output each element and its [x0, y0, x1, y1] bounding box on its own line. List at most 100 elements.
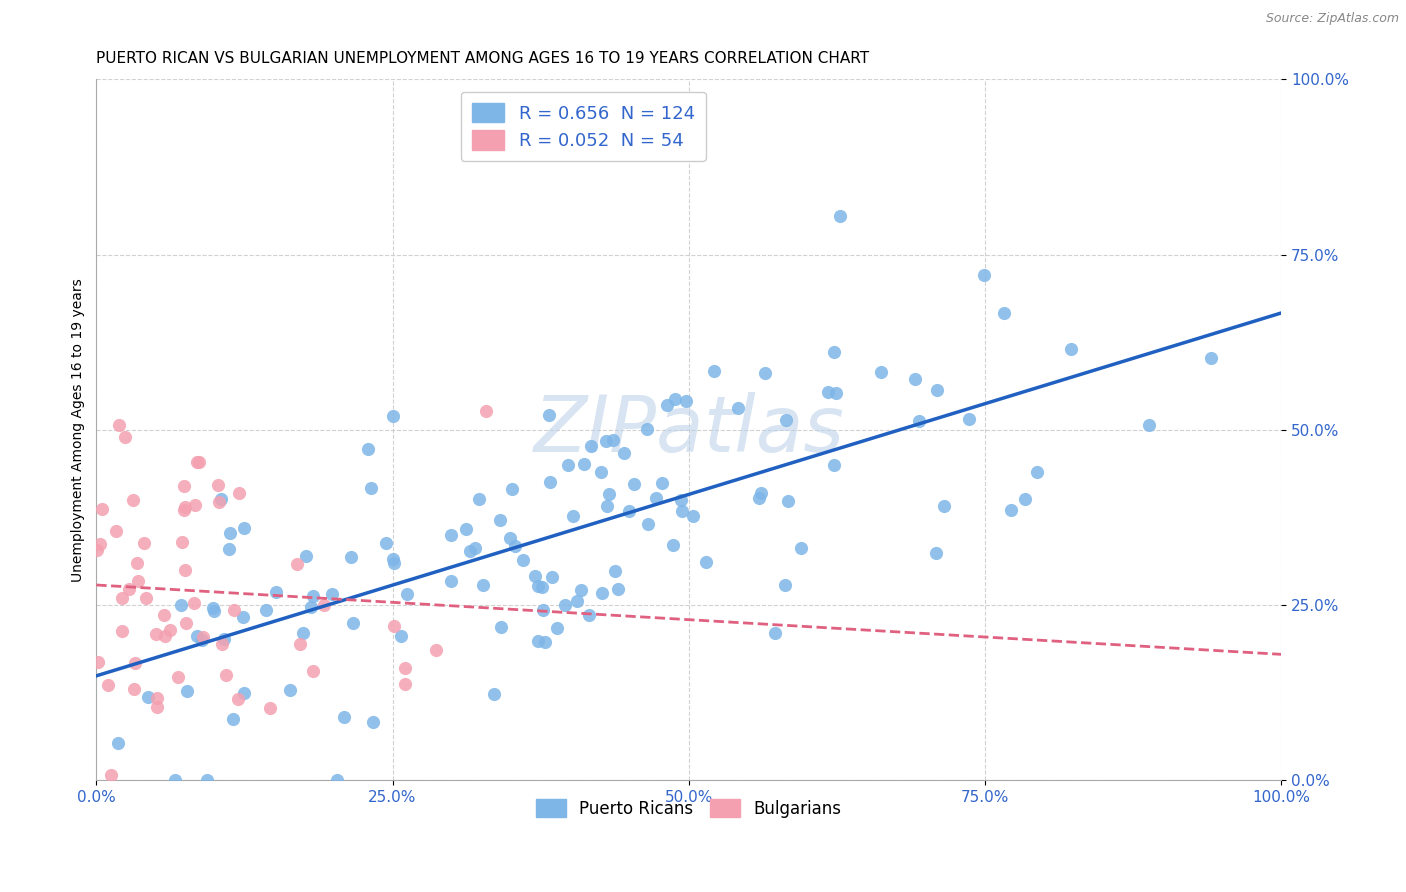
Point — [817, 384, 839, 399]
Text: ZIPatlas: ZIPatlas — [533, 392, 844, 467]
Point — [264, 585, 287, 599]
Point — [127, 556, 149, 570]
Point — [546, 621, 568, 635]
Point — [124, 657, 146, 671]
Point — [374, 536, 396, 550]
Point — [134, 536, 156, 550]
Point — [623, 477, 645, 491]
Point — [501, 483, 523, 497]
Point — [224, 603, 246, 617]
Point — [190, 632, 212, 647]
Point — [357, 442, 380, 457]
Point — [523, 569, 546, 583]
Point — [993, 306, 1015, 320]
Point — [222, 712, 245, 726]
Point — [214, 667, 236, 681]
Point — [790, 541, 813, 555]
Point — [578, 607, 600, 622]
Point — [382, 556, 405, 570]
Point — [145, 627, 167, 641]
Point — [138, 690, 160, 705]
Point — [184, 498, 207, 512]
Point — [669, 493, 692, 508]
Point — [773, 577, 796, 591]
Point — [662, 538, 685, 552]
Point — [153, 629, 176, 643]
Point — [527, 579, 550, 593]
Point — [169, 598, 191, 612]
Point — [89, 536, 111, 550]
Point — [187, 455, 209, 469]
Point — [645, 491, 668, 506]
Point — [176, 684, 198, 698]
Point — [603, 564, 626, 578]
Point — [682, 509, 704, 524]
Point — [394, 677, 416, 691]
Point — [259, 700, 281, 714]
Point — [499, 532, 522, 546]
Point — [925, 384, 948, 398]
Point — [651, 476, 673, 491]
Point — [748, 491, 770, 505]
Point — [472, 578, 495, 592]
Y-axis label: Unemployment Among Ages 16 to 19 years: Unemployment Among Ages 16 to 19 years — [72, 278, 86, 582]
Point — [904, 371, 927, 385]
Point — [207, 477, 229, 491]
Point — [301, 589, 323, 603]
Point — [191, 630, 214, 644]
Point — [218, 542, 240, 557]
Point — [598, 487, 620, 501]
Point — [637, 517, 659, 532]
Point — [226, 692, 249, 706]
Point — [285, 558, 308, 572]
Point — [173, 563, 195, 577]
Point — [538, 475, 561, 490]
Point — [202, 604, 225, 618]
Point — [664, 392, 686, 406]
Point — [163, 773, 186, 788]
Point — [111, 591, 134, 606]
Point — [360, 482, 382, 496]
Point — [232, 521, 254, 535]
Point — [122, 681, 145, 696]
Point — [122, 492, 145, 507]
Point — [775, 412, 797, 426]
Point — [173, 500, 195, 515]
Point — [195, 773, 218, 788]
Point — [763, 626, 786, 640]
Point — [389, 629, 412, 643]
Point — [562, 509, 585, 524]
Point — [527, 634, 550, 648]
Point — [202, 601, 225, 615]
Point — [212, 632, 235, 646]
Point — [703, 364, 725, 378]
Point — [1060, 342, 1083, 356]
Point — [288, 637, 311, 651]
Point — [332, 710, 354, 724]
Point — [153, 608, 176, 623]
Point — [302, 664, 325, 678]
Point — [1139, 417, 1161, 432]
Point — [606, 582, 628, 596]
Point — [159, 623, 181, 637]
Point — [754, 366, 776, 380]
Point — [671, 504, 693, 518]
Point — [489, 513, 512, 527]
Point — [554, 598, 576, 612]
Point — [778, 494, 800, 508]
Point — [460, 543, 482, 558]
Point — [314, 598, 336, 612]
Point — [489, 620, 512, 634]
Point — [925, 546, 948, 560]
Point — [512, 553, 534, 567]
Point — [657, 399, 679, 413]
Point — [104, 524, 127, 538]
Point — [572, 457, 595, 471]
Point — [295, 549, 318, 564]
Point — [233, 686, 256, 700]
Point — [173, 503, 195, 517]
Point — [541, 569, 564, 583]
Point — [464, 541, 486, 555]
Point — [173, 479, 195, 493]
Point — [232, 610, 254, 624]
